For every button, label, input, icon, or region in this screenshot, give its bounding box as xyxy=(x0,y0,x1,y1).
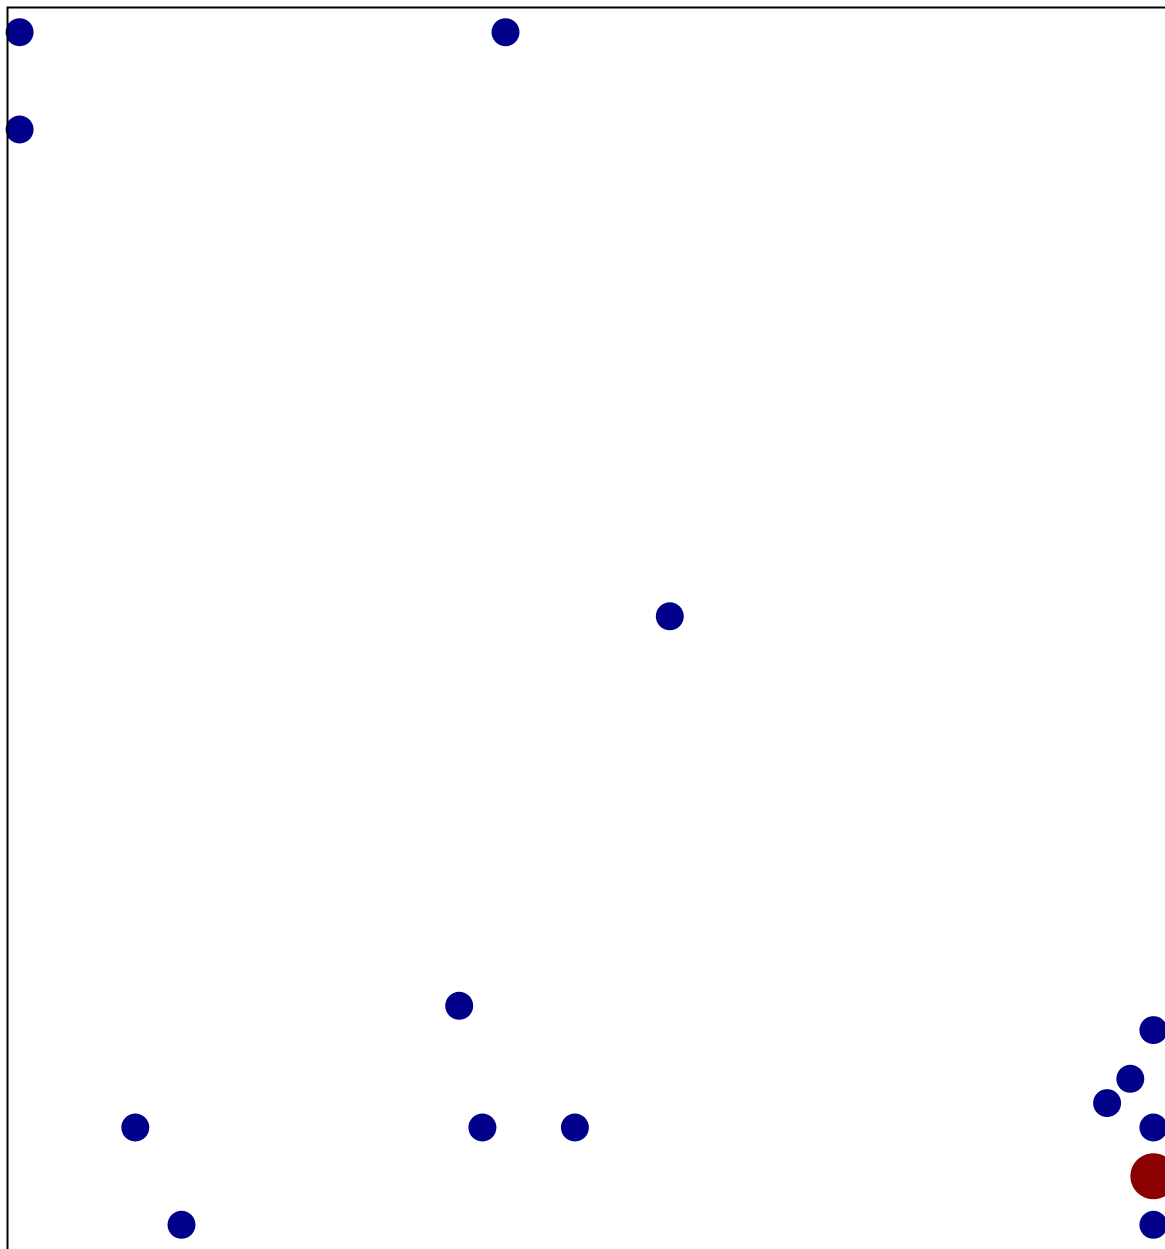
data-point xyxy=(1116,1064,1145,1093)
data-point xyxy=(1139,1016,1165,1045)
data-point xyxy=(491,18,520,47)
data-point xyxy=(445,991,474,1020)
plot-frame xyxy=(6,6,1165,1249)
data-point xyxy=(5,115,34,144)
data-point xyxy=(121,1113,150,1142)
data-point xyxy=(468,1113,497,1142)
data-point xyxy=(560,1113,589,1142)
data-point xyxy=(167,1210,196,1239)
data-point xyxy=(655,602,684,631)
points-layer xyxy=(5,18,1165,1239)
data-point xyxy=(1139,1113,1165,1142)
highlight-point xyxy=(1130,1153,1165,1200)
data-point xyxy=(5,18,34,47)
data-point xyxy=(1139,1210,1165,1239)
data-point xyxy=(1093,1089,1122,1118)
